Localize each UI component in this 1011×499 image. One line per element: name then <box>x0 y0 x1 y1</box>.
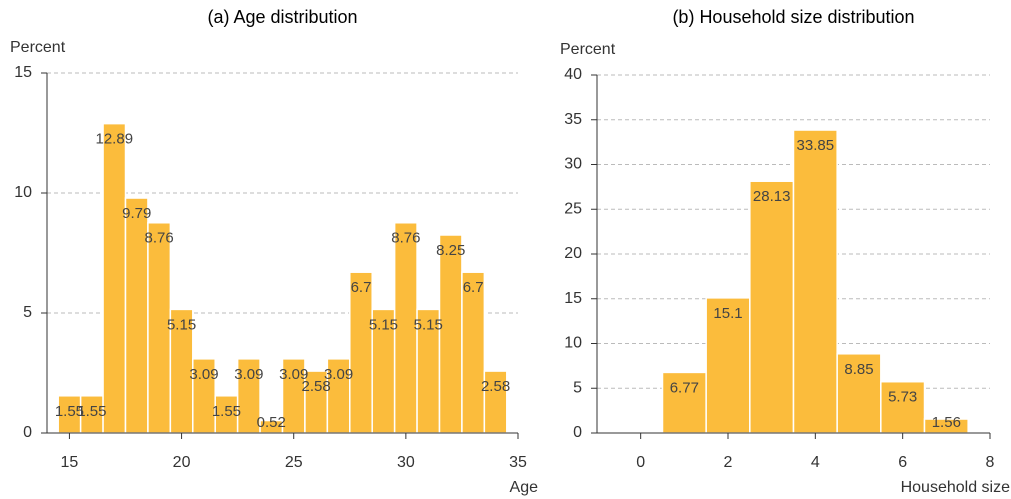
chart-title: (a) Age distribution <box>207 7 357 27</box>
data-label: 1.55 <box>212 403 241 420</box>
y-axis-label: Percent <box>10 39 66 56</box>
y-tick-label: 10 <box>564 335 582 352</box>
data-label: 6.7 <box>463 279 484 296</box>
y-tick-label: 10 <box>14 184 32 201</box>
data-label: 5.15 <box>369 316 398 333</box>
x-tick-label: 8 <box>986 454 995 471</box>
x-tick-label: 0 <box>636 454 645 471</box>
data-label: 0.52 <box>257 414 286 431</box>
data-label: 6.7 <box>351 279 372 296</box>
bar <box>461 271 486 434</box>
bar <box>349 271 373 434</box>
bar <box>661 371 707 434</box>
bar <box>102 122 127 434</box>
x-tick-label: 25 <box>285 454 303 471</box>
x-tick-label: 2 <box>724 454 733 471</box>
y-tick-label: 15 <box>564 290 582 307</box>
data-label: 5.15 <box>414 316 443 333</box>
data-label: 3.09 <box>189 366 218 383</box>
y-tick-label: 35 <box>564 111 582 128</box>
bar <box>438 234 463 434</box>
data-label: 1.55 <box>77 403 106 420</box>
data-label: 28.13 <box>753 188 791 205</box>
data-label: 3.09 <box>324 366 353 383</box>
bar <box>880 380 926 434</box>
data-label: 5.73 <box>888 389 917 406</box>
x-axis-label: Household size <box>901 479 1011 496</box>
data-label: 6.77 <box>670 379 699 396</box>
data-label: 8.25 <box>436 242 465 259</box>
y-tick-label: 30 <box>564 156 582 173</box>
bar <box>836 353 882 434</box>
y-tick-label: 40 <box>564 66 582 83</box>
x-tick-label: 15 <box>61 454 79 471</box>
data-label: 3.09 <box>234 366 263 383</box>
x-axis-label: Age <box>510 479 539 496</box>
data-label: 9.79 <box>122 205 151 222</box>
x-tick-label: 6 <box>898 454 907 471</box>
bar <box>792 129 838 434</box>
data-label: 12.89 <box>96 131 134 148</box>
data-label: 1.56 <box>932 414 961 431</box>
data-label: 8.85 <box>844 361 873 378</box>
data-label: 5.15 <box>167 316 196 333</box>
data-label: 33.85 <box>797 137 835 154</box>
data-label: 2.58 <box>481 378 510 395</box>
data-label: 8.76 <box>145 230 174 247</box>
data-label: 8.76 <box>391 230 420 247</box>
data-label: 2.58 <box>302 378 331 395</box>
data-label: 15.1 <box>713 305 742 322</box>
y-tick-label: 25 <box>564 200 582 217</box>
x-tick-label: 4 <box>811 454 820 471</box>
y-tick-label: 0 <box>573 424 582 441</box>
y-tick-label: 15 <box>14 64 32 81</box>
y-axis-label: Percent <box>560 41 616 58</box>
x-tick-label: 35 <box>509 454 527 471</box>
y-tick-label: 0 <box>23 424 32 441</box>
bar <box>749 180 795 434</box>
data-label: 1.55 <box>55 403 84 420</box>
data-label: 3.09 <box>279 366 308 383</box>
chart-title: (b) Household size distribution <box>672 7 914 27</box>
y-tick-label: 20 <box>564 245 582 262</box>
x-tick-label: 30 <box>397 454 415 471</box>
y-tick-label: 5 <box>23 304 32 321</box>
x-tick-label: 20 <box>173 454 191 471</box>
y-tick-label: 5 <box>573 379 582 396</box>
